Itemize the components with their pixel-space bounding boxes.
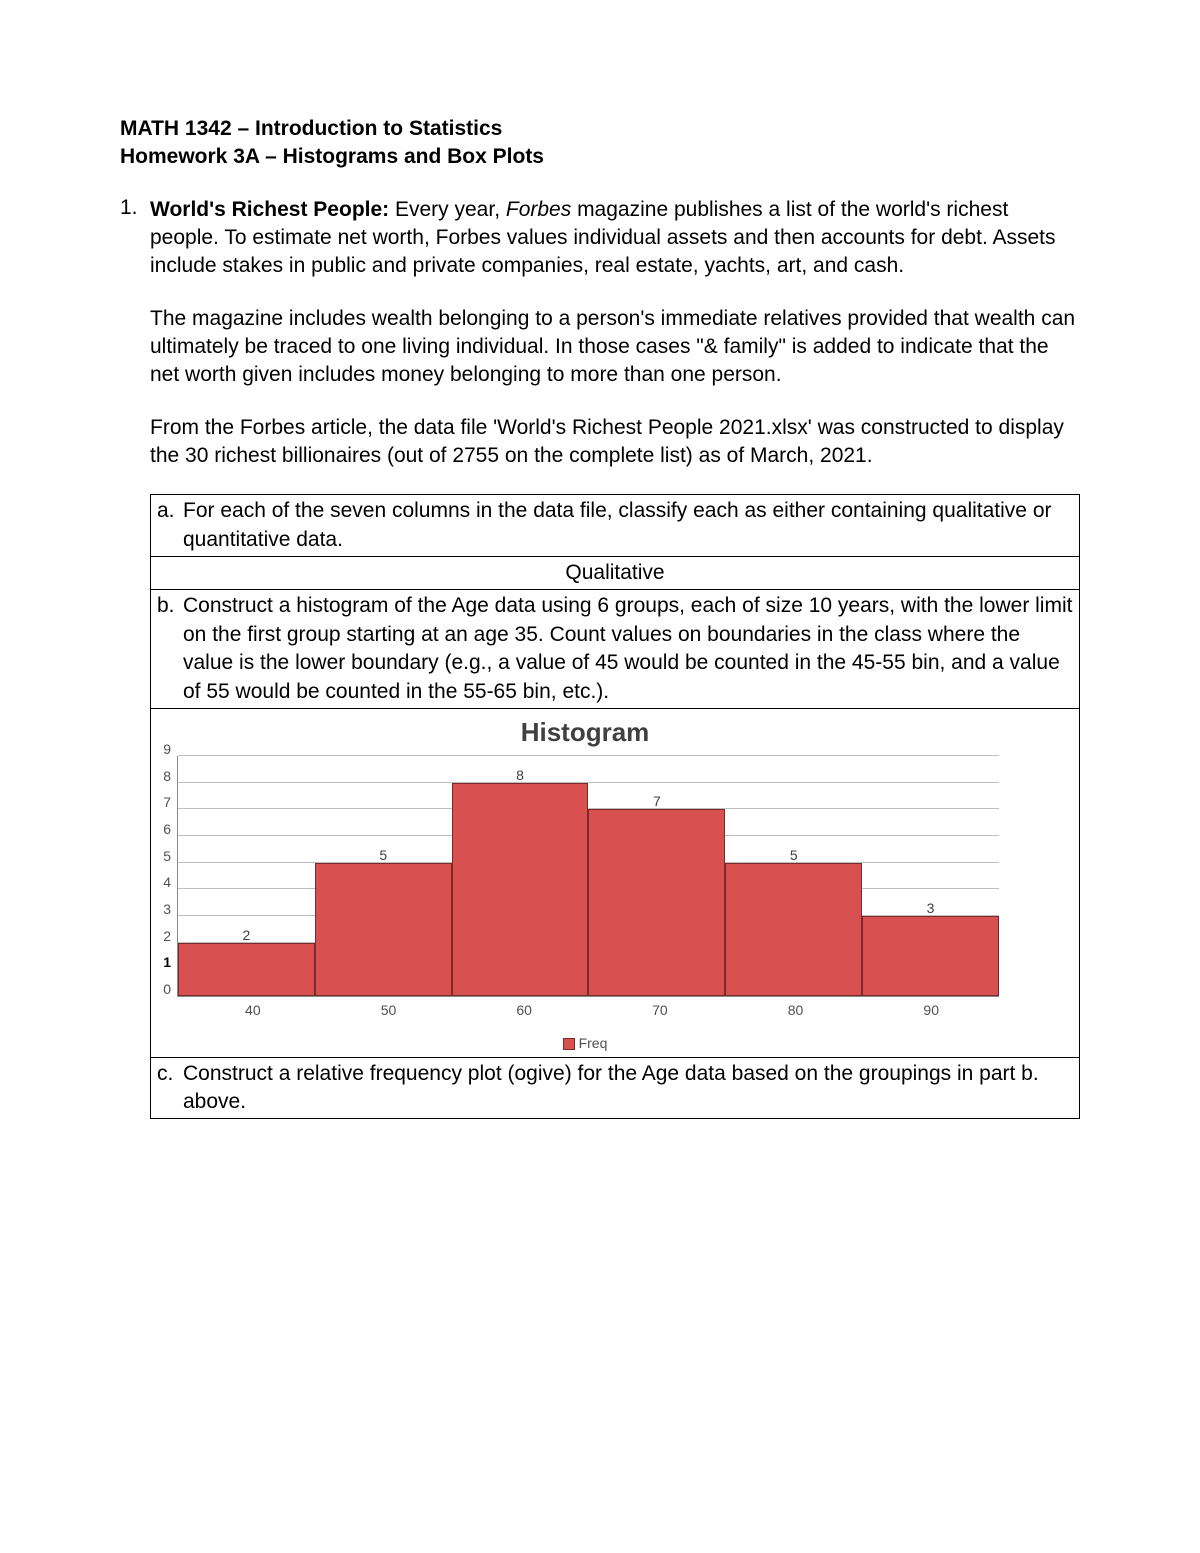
bar: 5 [315,863,452,996]
question-1: 1. World's Richest People: Every year, F… [120,196,1080,1120]
part-a-text: For each of the seven columns in the dat… [183,497,1073,554]
para1-italic: Forbes [506,198,571,221]
question-number: 1. [120,196,150,1120]
bar: 5 [725,863,862,996]
bar: 7 [588,809,725,996]
x-tick-label: 70 [592,997,728,1020]
bar-value-label: 8 [453,766,588,785]
bar: 8 [452,783,589,996]
histogram-chart: Histogram 9876543210 258753 405060708090… [151,709,1079,1057]
bar: 2 [178,943,315,996]
part-a-letter: a. [157,497,183,554]
bar-value-label: 7 [589,792,724,811]
part-a-answer: Qualitative [151,557,1080,590]
bar-slot: 5 [315,756,452,996]
x-axis: 405060708090 [185,997,999,1020]
part-a-cell: a. For each of the seven columns in the … [151,495,1080,557]
bar-value-label: 2 [179,926,314,945]
bar-slot: 2 [178,756,315,996]
bar-value-label: 5 [726,846,861,865]
x-tick-label: 80 [728,997,864,1020]
x-tick-label: 60 [456,997,592,1020]
legend-swatch [563,1038,575,1050]
part-b-letter: b. [157,592,183,705]
part-c-letter: c. [157,1060,183,1117]
part-c-cell: c. Construct a relative frequency plot (… [151,1057,1080,1119]
parts-table: a. For each of the seven columns in the … [150,494,1080,1119]
para1-a: Every year, [389,198,506,221]
bar-value-label: 5 [316,846,451,865]
bar-slot: 3 [862,756,999,996]
x-tick-label: 40 [185,997,321,1020]
homework-title: Homework 3A – Histograms and Box Plots [120,143,1080,171]
bar-slot: 7 [588,756,725,996]
chart-title: Histogram [171,715,1079,750]
page: MATH 1342 – Introduction to Statistics H… [0,0,1200,1553]
legend-label: Freq [579,1035,608,1051]
part-b-cell: b. Construct a histogram of the Age data… [151,590,1080,708]
bar-value-label: 3 [863,899,998,918]
plot-area: 258753 [177,756,999,997]
bar: 3 [862,916,999,996]
x-tick-label: 50 [321,997,457,1020]
bar-slot: 8 [452,756,589,996]
chart-legend: Freq [171,1034,1079,1053]
histogram-cell: Histogram 9876543210 258753 405060708090… [151,708,1080,1057]
bar-slot: 5 [725,756,862,996]
part-b-text: Construct a histogram of the Age data us… [183,592,1073,705]
question-body: World's Richest People: Every year, Forb… [150,196,1080,1120]
course-title: MATH 1342 – Introduction to Statistics [120,115,1080,143]
question-title: World's Richest People: [150,198,389,221]
x-tick-label: 90 [863,997,999,1020]
bars-container: 258753 [178,756,999,996]
para3: From the Forbes article, the data file '… [150,414,1080,471]
para2: The magazine includes wealth belonging t… [150,305,1080,390]
part-c-text: Construct a relative frequency plot (ogi… [183,1060,1073,1117]
